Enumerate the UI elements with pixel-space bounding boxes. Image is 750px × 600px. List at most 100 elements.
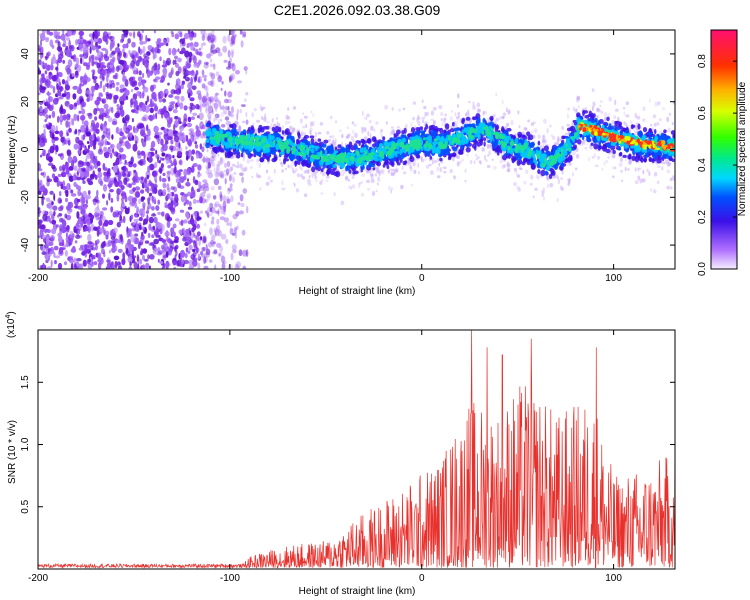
spectrogram-trace-cell	[482, 137, 487, 142]
spectrogram-noise-cell	[64, 250, 68, 257]
spectrogram-noise-cell	[114, 180, 120, 188]
spectrogram-noise-cell	[203, 186, 207, 194]
spectrogram-noise-cell	[116, 104, 120, 108]
spectrogram-noise-cell	[245, 69, 248, 75]
spectrogram-noise-cell	[228, 174, 232, 182]
spectrogram-noise-cell	[176, 171, 182, 176]
spectrogram-halo-cell	[479, 160, 482, 165]
spectrogram-noise-cell	[46, 30, 50, 35]
spectrogram-trace-cell	[537, 169, 541, 175]
spectrogram-noise-cell	[214, 99, 220, 103]
spectrogram-halo-cell	[428, 163, 432, 167]
spectrogram-noise-cell	[190, 76, 194, 85]
spectrogram-halo-cell	[313, 171, 317, 177]
spectrogram-noise-cell	[77, 205, 83, 210]
spectrogram-heatmap	[38, 30, 675, 269]
spectrogram-noise-cell	[85, 199, 88, 205]
spectrogram-noise-cell	[207, 81, 214, 86]
spectrogram-halo-cell	[577, 105, 580, 109]
spectrogram-noise-cell	[190, 69, 195, 75]
spectrogram-noise-cell	[46, 92, 52, 96]
spectrogram-trace-cell	[323, 139, 329, 144]
spectrogram-noise-cell	[88, 112, 93, 120]
spectrogram-noise-cell	[214, 230, 217, 237]
spectrogram-noise-cell	[93, 61, 99, 65]
spectrogram-halo-cell	[334, 138, 337, 144]
spectrogram-trace-cell	[648, 158, 654, 162]
spectrogram-noise-cell	[75, 57, 80, 66]
spectrogram-halo-cell	[405, 123, 408, 127]
spectrogram-noise-cell	[73, 165, 78, 171]
spectrogram-noise-cell	[106, 74, 109, 83]
spectrogram-noise-cell	[137, 160, 143, 165]
spectrogram-noise-cell	[168, 247, 173, 253]
spectrogram-noise-cell	[219, 194, 223, 202]
spectrogram-noise-cell	[140, 189, 145, 194]
spectrogram-noise-cell	[157, 91, 161, 100]
spectrogram-noise-cell	[157, 131, 163, 136]
spectrogram-noise-cell	[238, 249, 243, 257]
spectrogram-noise-cell	[222, 45, 228, 53]
spectrogram-noise-cell	[70, 247, 77, 253]
spectrogram-halo-cell	[387, 168, 390, 174]
spectrogram-noise-cell	[62, 186, 67, 191]
spectrogram-halo-cell	[671, 122, 674, 126]
spectrogram-noise-cell	[107, 183, 113, 188]
spectrogram-noise-cell	[131, 135, 134, 141]
spectrogram-noise-cell	[135, 110, 139, 114]
spectrogram-noise-cell	[201, 146, 205, 153]
spectrogram-halo-cell	[308, 175, 311, 179]
spectrogram-noise-cell	[141, 209, 146, 217]
spectrogram-noise-cell	[77, 114, 80, 122]
spectrogram-noise-cell	[231, 35, 235, 43]
spectrogram-noise-cell	[182, 134, 187, 143]
spectrogram-noise-cell	[160, 75, 165, 83]
spectrogram-halo-cell	[314, 137, 317, 141]
spectrogram-halo-cell	[205, 158, 209, 164]
spectrogram-noise-cell	[145, 262, 150, 269]
spectrogram-noise-cell	[103, 54, 108, 59]
spectrogram-noise-cell	[128, 266, 132, 269]
spectrogram-noise-cell	[74, 263, 77, 269]
spectrogram-noise-cell	[93, 261, 98, 266]
spectrogram-noise-cell	[153, 30, 156, 34]
spectrogram-noise-cell	[163, 39, 167, 46]
spectrogram-noise-cell	[76, 211, 80, 219]
spectrogram-noise-cell	[38, 105, 43, 114]
spectrogram-noise-cell	[69, 104, 74, 110]
spectrogram-trace-cell	[637, 131, 641, 136]
spectrogram-noise-cell	[152, 52, 156, 60]
spectrogram-noise-cell	[169, 101, 175, 106]
spectrogram-noise-cell	[109, 53, 113, 58]
spectrogram-noise-cell	[146, 186, 150, 194]
spectrogram-halo-cell	[436, 158, 440, 163]
spectrogram-noise-cell	[225, 239, 229, 244]
spectrogram-halo-cell	[486, 164, 491, 169]
spectrogram-halo-cell	[377, 182, 379, 186]
spectrogram-noise-cell	[116, 143, 121, 150]
spectrogram-noise-cell	[115, 86, 119, 92]
spectrogram-halo-cell	[586, 143, 589, 146]
spectrogram-noise-cell	[191, 149, 196, 155]
spectrogram-noise-cell	[114, 159, 119, 166]
spectrogram-halo-cell	[443, 166, 447, 170]
spectrogram-noise-cell	[57, 262, 63, 269]
spectrogram-noise-cell	[99, 107, 105, 115]
spectrogram-noise-cell	[80, 124, 86, 133]
spectrogram-noise-cell	[141, 231, 144, 237]
spectrogram-halo-cell	[291, 162, 295, 165]
spectrogram-noise-cell	[196, 51, 201, 56]
spectrogram-noise-cell	[65, 37, 71, 41]
spectrogram-halo-cell	[642, 169, 645, 175]
spectrogram-noise-cell	[109, 83, 113, 89]
spectrogram-noise-cell	[53, 136, 59, 141]
spectrogram-noise-cell	[48, 210, 53, 216]
spectrogram-noise-cell	[243, 66, 248, 71]
spectrogram-noise-cell	[47, 51, 51, 57]
spectrogram-halo-cell	[304, 193, 308, 198]
spectrogram-trace-cell	[501, 125, 505, 132]
spectrogram-noise-cell	[167, 176, 171, 182]
spectrogram-noise-cell	[122, 117, 125, 124]
spectrogram-noise-cell	[155, 205, 160, 211]
